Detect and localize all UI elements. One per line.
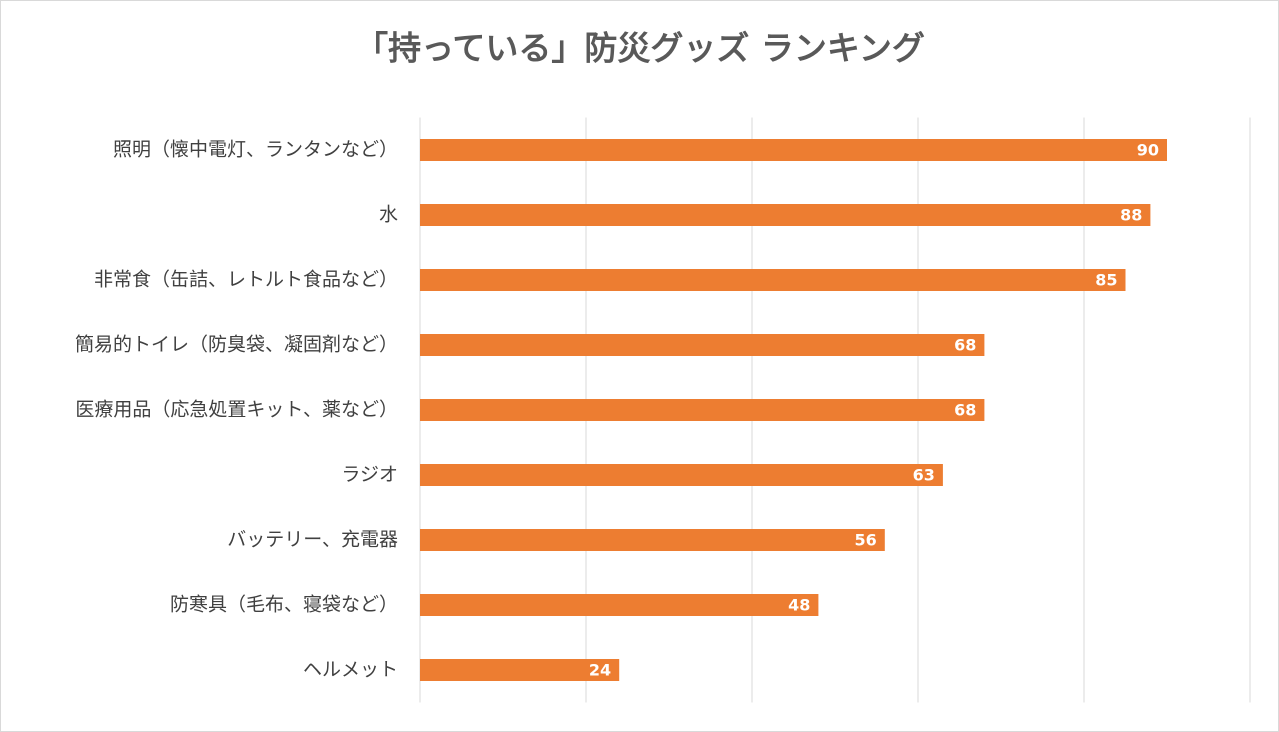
- value-label: 68: [954, 401, 976, 420]
- value-label: 63: [913, 466, 935, 485]
- bar: [420, 334, 985, 356]
- bar: [420, 529, 885, 551]
- bar: [420, 659, 620, 681]
- value-label: 85: [1095, 271, 1117, 290]
- bar: [420, 204, 1151, 226]
- y-tick-label: 簡易的トイレ（防臭袋、凝固剤など）: [75, 334, 398, 356]
- bar: [420, 399, 985, 421]
- y-tick-label: ラジオ: [341, 464, 398, 486]
- value-label: 90: [1137, 141, 1159, 160]
- value-label: 56: [855, 531, 877, 550]
- y-tick-label: 医療用品（応急処置キット、薬など）: [75, 399, 398, 421]
- value-label: 88: [1120, 206, 1142, 225]
- value-label: 48: [788, 596, 810, 615]
- y-tick-label: 水: [379, 204, 398, 226]
- bar: [420, 269, 1126, 291]
- bar: [420, 594, 819, 616]
- bar: [420, 139, 1167, 161]
- y-tick-label: 非常食（缶詰、レトルト食品など）: [94, 269, 398, 291]
- y-tick-label: 防寒具（毛布、寝袋など）: [170, 594, 398, 616]
- value-label: 68: [954, 336, 976, 355]
- y-tick-label: ヘルメット: [303, 659, 398, 681]
- chart-title: 「持っている」防災グッズ ランキング: [355, 29, 925, 68]
- y-tick-label: 照明（懐中電灯、ランタンなど）: [113, 139, 398, 161]
- y-tick-label: バッテリー、充電器: [227, 529, 398, 551]
- bar: [420, 464, 943, 486]
- value-label: 24: [589, 661, 611, 680]
